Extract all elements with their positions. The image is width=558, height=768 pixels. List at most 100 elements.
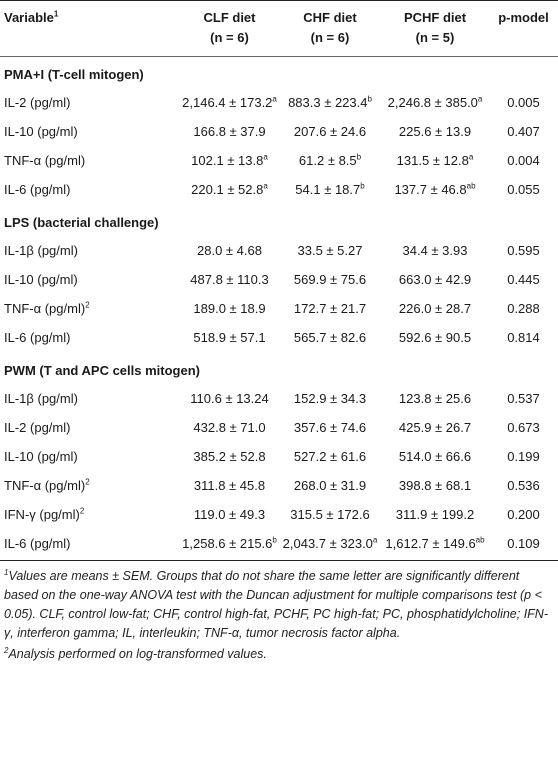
clf-value-cell: 189.0 ± 18.9 bbox=[193, 301, 266, 316]
variable-cell: IL-1β (pg/ml) bbox=[4, 391, 78, 406]
pchf-value-cell: 663.0 ± 42.9 bbox=[398, 272, 472, 287]
p-value-cell: 0.673 bbox=[507, 420, 540, 435]
pchf-value-cell: 225.6 ± 13.9 bbox=[398, 124, 472, 139]
p-value-cell: 0.109 bbox=[507, 536, 540, 551]
top-rule bbox=[0, 0, 558, 1]
chf-value-cell: 357.6 ± 74.6 bbox=[293, 420, 367, 435]
section-title: PWM (T and APC cells mitogen) bbox=[4, 363, 200, 378]
table-row: TNF-α (pg/ml)2 189.0 ± 18.9 172.7 ± 21.7 22… bbox=[0, 294, 558, 323]
clf-value-cell: 518.9 ± 57.1 bbox=[193, 330, 266, 345]
variable-cell: TNF-α (pg/ml)2 bbox=[4, 300, 90, 316]
p-value-cell: 0.055 bbox=[507, 182, 540, 197]
pchf-value-cell: 226.0 ± 28.7 bbox=[398, 301, 472, 316]
clf-value-cell: 432.8 ± 71.0 bbox=[193, 420, 266, 435]
table-header-row: Variable1 CLF diet (n = 6) CHF diet (n = 6… bbox=[0, 2, 558, 56]
chf-value-cell: 315.5 ± 172.6 bbox=[290, 507, 370, 522]
table-row: TNF-α (pg/ml) 102.1 ± 13.8a 61.2 ± 8.5b 131… bbox=[0, 146, 558, 175]
footnote-2: 2Analysis performed on log-transformed v… bbox=[4, 645, 267, 661]
variable-cell: IL-6 (pg/ml) bbox=[4, 330, 71, 345]
chf-value-cell: 172.7 ± 21.7 bbox=[293, 301, 367, 316]
footnote-1: 1Values are means ± SEM. Groups that do … bbox=[4, 567, 548, 640]
pchf-value-cell: 137.7 ± 46.8ab bbox=[394, 181, 476, 197]
variable-cell: IL-2 (pg/ml) bbox=[4, 420, 71, 435]
chf-value-cell: 569.9 ± 75.6 bbox=[293, 272, 367, 287]
section-header-row: LPS (bacterial challenge) bbox=[0, 204, 558, 236]
clf-value-cell: 110.6 ± 13.24 bbox=[190, 391, 269, 406]
variable-cell: IL-6 (pg/ml) bbox=[4, 182, 71, 197]
table-row: IL-10 (pg/ml) 385.2 ± 52.8 527.2 ± 61.6 514… bbox=[0, 442, 558, 471]
p-value-cell: 0.536 bbox=[507, 478, 540, 493]
section-title: PMA+I (T-cell mitogen) bbox=[4, 67, 144, 82]
p-value-cell: 0.445 bbox=[507, 272, 540, 287]
clf-value-cell: 385.2 ± 52.8 bbox=[193, 449, 266, 464]
table-row: IL-2 (pg/ml) 2,146.4 ± 173.2a 883.3 ± 223.… bbox=[0, 88, 558, 117]
chf-value-cell: 2,043.7 ± 323.0a bbox=[282, 535, 378, 551]
p-value-cell: 0.537 bbox=[507, 391, 540, 406]
chf-value-cell: 527.2 ± 61.6 bbox=[293, 449, 367, 464]
table-row: IL-2 (pg/ml) 432.8 ± 71.0 357.6 ± 74.6 425.… bbox=[0, 413, 558, 442]
table-row: TNF-α (pg/ml)2 311.8 ± 45.8 268.0 ± 31.9 39… bbox=[0, 471, 558, 500]
bottom-rule bbox=[0, 560, 558, 561]
section-header-row: PWM (T and APC cells mitogen) bbox=[0, 352, 558, 384]
table-body: PMA+I (T-cell mitogen) IL-2 (pg/ml) 2,146.… bbox=[0, 56, 558, 558]
clf-value-cell: 2,146.4 ± 173.2a bbox=[182, 94, 277, 110]
clf-value-cell: 119.0 ± 49.3 bbox=[193, 507, 266, 522]
variable-cell: IL-6 (pg/ml) bbox=[4, 536, 71, 551]
pchf-value-cell: 131.5 ± 12.8a bbox=[396, 152, 474, 168]
pchf-value-cell: 123.8 ± 25.6 bbox=[398, 391, 472, 406]
variable-cell: IL-2 (pg/ml) bbox=[4, 95, 71, 110]
variable-cell: TNF-α (pg/ml)2 bbox=[4, 477, 90, 493]
chf-value-cell: 268.0 ± 31.9 bbox=[293, 478, 367, 493]
table-row: IL-1β (pg/ml) 28.0 ± 4.68 33.5 ± 5.27 34.4 … bbox=[0, 236, 558, 265]
table-row: IL-10 (pg/ml) 166.8 ± 37.9 207.6 ± 24.6 225… bbox=[0, 117, 558, 146]
table-row: IL-6 (pg/ml) 1,258.6 ± 215.6b 2,043.7 ± 32… bbox=[0, 529, 558, 558]
pchf-value-cell: 311.9 ± 199.2 bbox=[395, 507, 475, 522]
variable-cell: IFN-γ (pg/ml)2 bbox=[4, 506, 85, 522]
chf-value-cell: 54.1 ± 18.7b bbox=[295, 181, 365, 197]
table-row: IL-6 (pg/ml) 220.1 ± 52.8a 54.1 ± 18.7b 137… bbox=[0, 175, 558, 204]
header-pchf: PCHF diet (n = 5) bbox=[403, 10, 467, 45]
header-chf: CHF diet (n = 6) bbox=[303, 10, 357, 45]
clf-value-cell: 311.8 ± 45.8 bbox=[193, 478, 266, 493]
section-header-row: PMA+I (T-cell mitogen) bbox=[0, 56, 558, 88]
p-value-cell: 0.814 bbox=[507, 330, 540, 345]
chf-value-cell: 152.9 ± 34.3 bbox=[293, 391, 367, 406]
p-value-cell: 0.200 bbox=[507, 507, 540, 522]
header-p-model: p-model bbox=[498, 10, 549, 25]
variable-cell: IL-10 (pg/ml) bbox=[4, 449, 78, 464]
p-value-cell: 0.004 bbox=[507, 153, 540, 168]
pchf-value-cell: 514.0 ± 66.6 bbox=[398, 449, 472, 464]
p-value-cell: 0.005 bbox=[507, 95, 540, 110]
variable-cell: IL-10 (pg/ml) bbox=[4, 272, 78, 287]
pchf-value-cell: 1,612.7 ± 149.6ab bbox=[385, 535, 485, 551]
section-title: LPS (bacterial challenge) bbox=[4, 215, 159, 230]
pchf-value-cell: 2,246.8 ± 385.0a bbox=[387, 94, 483, 110]
chf-value-cell: 33.5 ± 5.27 bbox=[297, 243, 363, 258]
chf-value-cell: 565.7 ± 82.6 bbox=[293, 330, 367, 345]
pchf-value-cell: 398.8 ± 68.1 bbox=[398, 478, 472, 493]
header-rule bbox=[0, 56, 558, 57]
table-row: IL-6 (pg/ml) 518.9 ± 57.1 565.7 ± 82.6 592.… bbox=[0, 323, 558, 352]
pchf-value-cell: 34.4 ± 3.93 bbox=[402, 243, 468, 258]
p-value-cell: 0.595 bbox=[507, 243, 540, 258]
pchf-value-cell: 592.6 ± 90.5 bbox=[398, 330, 472, 345]
p-value-cell: 0.288 bbox=[507, 301, 540, 316]
chf-value-cell: 207.6 ± 24.6 bbox=[293, 124, 367, 139]
clf-value-cell: 1,258.6 ± 215.6b bbox=[182, 535, 277, 551]
table-row: IL-10 (pg/ml) 487.8 ± 110.3 569.9 ± 75.6 66… bbox=[0, 265, 558, 294]
p-value-cell: 0.199 bbox=[507, 449, 540, 464]
results-table: Variable1 CLF diet (n = 6) CHF diet (n = 6… bbox=[0, 2, 558, 558]
clf-value-cell: 102.1 ± 13.8a bbox=[191, 152, 268, 168]
header-variable: Variable1 bbox=[4, 9, 59, 25]
table-row: IL-1β (pg/ml) 110.6 ± 13.24 152.9 ± 34.3 12… bbox=[0, 384, 558, 413]
variable-cell: IL-1β (pg/ml) bbox=[4, 243, 78, 258]
clf-value-cell: 220.1 ± 52.8a bbox=[191, 181, 268, 197]
variable-cell: TNF-α (pg/ml) bbox=[4, 153, 86, 168]
pchf-value-cell: 425.9 ± 26.7 bbox=[398, 420, 472, 435]
table-row: IFN-γ (pg/ml)2 119.0 ± 49.3 315.5 ± 172.6 3… bbox=[0, 500, 558, 529]
header-clf: CLF diet (n = 6) bbox=[203, 10, 256, 45]
clf-value-cell: 487.8 ± 110.3 bbox=[190, 272, 269, 287]
clf-value-cell: 166.8 ± 37.9 bbox=[193, 124, 266, 139]
clf-value-cell: 28.0 ± 4.68 bbox=[197, 243, 262, 258]
chf-value-cell: 61.2 ± 8.5b bbox=[298, 152, 362, 168]
